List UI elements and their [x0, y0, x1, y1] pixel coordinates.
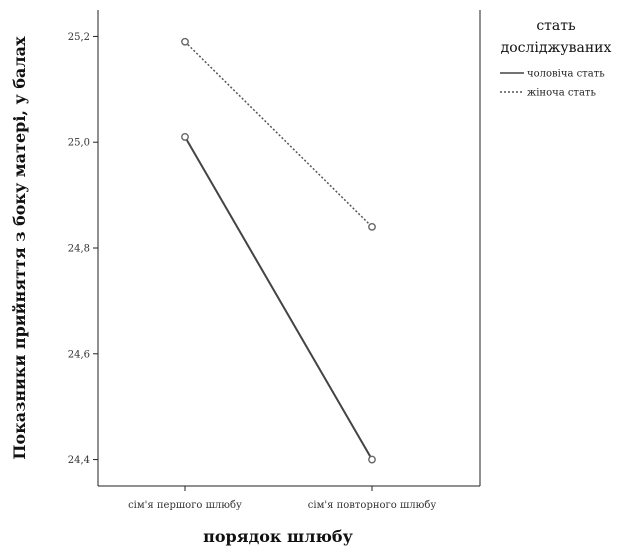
y-tick-label: 24,6	[68, 349, 90, 360]
y-tick-label: 24,4	[68, 455, 90, 466]
plot-frame	[97, 10, 481, 487]
y-tick-label: 25,2	[68, 32, 90, 43]
x-axis-ticks: сім'я першого шлюбу сім'я повторного шлюб…	[128, 486, 436, 511]
x-tick-label: сім'я першого шлюбу	[128, 500, 242, 511]
data-point	[181, 133, 189, 141]
legend-label-1: чоловіча стать	[527, 69, 605, 80]
legend-title-line1: стать	[536, 18, 576, 34]
y-tick-label: 24,8	[68, 244, 90, 255]
legend-label-2: жіноча стать	[527, 88, 596, 99]
data-point	[181, 37, 189, 46]
series-group	[181, 37, 376, 464]
legend: стать досліджуваних чоловіча стать жіноча…	[500, 18, 611, 99]
data-point	[368, 222, 376, 231]
legend-title-line2: досліджуваних	[501, 40, 612, 56]
data-point	[368, 455, 376, 464]
series-line-2	[184, 41, 373, 228]
y-axis-title: Показники прийняття з боку матері, у бал…	[10, 36, 29, 460]
legend-items: чоловіча стать жіноча стать	[500, 69, 605, 99]
x-axis-title: порядок шлюбу	[203, 527, 353, 546]
series-line-1	[184, 136, 373, 461]
y-tick-label: 25,0	[68, 138, 90, 149]
x-tick-label: сім'я повторного шлюбу	[308, 500, 437, 511]
y-axis-ticks: 24,4 24,6 24,8 25,0 25,2	[68, 32, 98, 466]
